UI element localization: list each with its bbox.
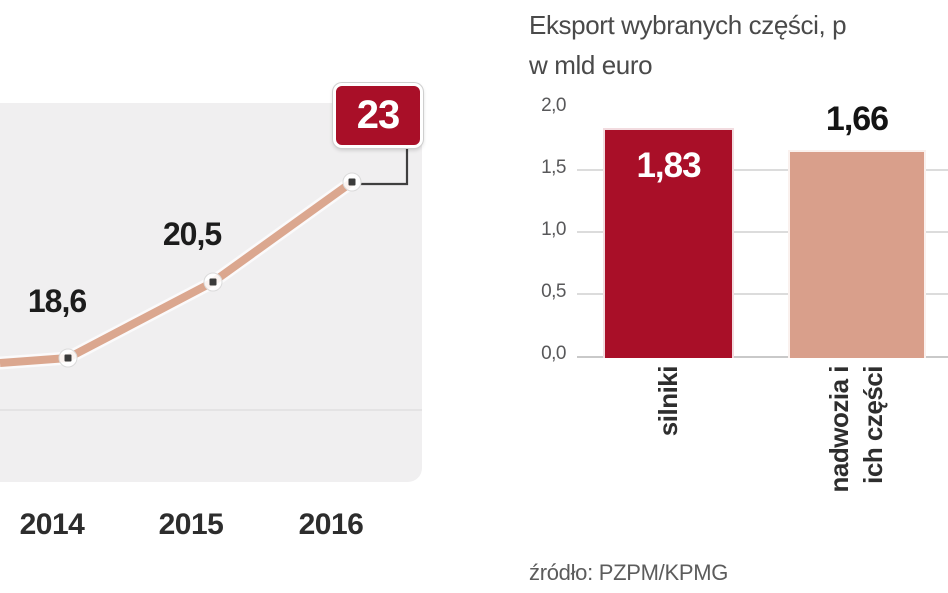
category-label-line: nadwozia i [824,366,854,493]
bar-value-label-nadwozia: 1,66 [825,100,889,138]
x-axis-baseline [577,356,948,358]
bar-chart-title-line2: w mld euro [529,50,653,80]
bar-chart-title-line1: Eksport wybranych części, p [529,10,847,40]
gridline-1-5 [577,169,948,171]
y-tick-1-5: 1,5 [541,157,566,178]
y-tick-0-5: 0,5 [541,281,566,302]
highlight-badge-2016: 23 [333,83,423,148]
line-series [0,178,355,367]
source-note: źródło: PZPM/KPMG [529,560,729,585]
x-axis-label-2015: 2015 [158,508,224,541]
bar-value-label-silniki: 1,83 [636,146,701,186]
line-chart-plot-area [0,103,422,482]
bar-silniki: 1,83 [603,128,734,358]
bar-chart-title: Eksport wybranych części, p w mld euro [529,5,948,85]
bar-category-label-silniki: silniki [651,366,685,546]
y-tick-1-0: 1,0 [541,219,566,240]
gridline-0-5 [577,293,948,295]
callout-connector [361,149,409,186]
x-axis-label-2016: 2016 [298,508,364,541]
gridline [0,409,422,411]
category-label-line: ich części [858,366,888,484]
line-chart-canvas [0,149,409,370]
x-axis-label-2014: 2014 [19,508,85,541]
y-tick-2-0: 2,0 [541,95,566,116]
y-tick-0-0: 0,0 [541,343,566,364]
data-label-2015: 20,5 [162,216,222,252]
data-label-2014: 18,6 [27,283,87,319]
line-series-casing [0,175,359,370]
bar-category-label-nadwozia: nadwozia i ich części [822,366,890,546]
category-label-line: silniki [653,366,683,437]
data-point-markers [58,172,362,368]
gridline-1-0 [577,231,948,233]
bar-nadwozia [788,149,926,358]
